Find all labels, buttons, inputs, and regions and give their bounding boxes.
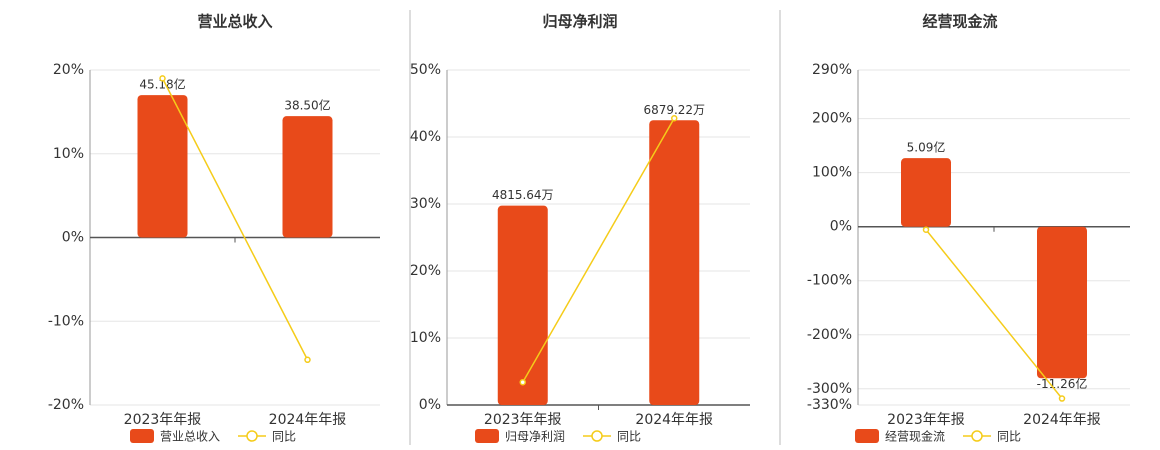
y-tick-label: -330% [807,397,852,413]
y-tick-label: -200% [807,327,852,343]
y-tick-label: 20% [53,62,84,78]
x-tick-label: 2023年年报 [484,412,562,428]
bar [137,95,188,238]
y-tick-label: 10% [410,330,441,346]
bar-label: 38.50亿 [284,98,330,113]
legend-marker [591,430,603,442]
line-point [922,226,930,233]
legend-label: 同比 [997,430,1021,444]
y-tick-label: 50% [410,62,441,78]
bar [497,205,548,405]
y-tick-label: 0% [830,219,852,235]
bar [901,158,951,227]
bar-label: 4815.64万 [492,188,554,202]
y-tick-label: -300% [807,381,852,397]
bar-label: 5.09亿 [907,140,946,155]
line-point [671,114,678,122]
x-tick-label: 2023年年报 [887,412,965,428]
line [522,117,675,383]
y-tick-label: 290% [812,62,852,78]
line-point [159,75,166,82]
y-tick-label: -100% [807,273,852,289]
line-point [304,356,311,364]
chart-title: 经营现金流 [922,13,997,31]
bar [282,116,333,238]
line [925,229,1063,399]
legend-swatch [130,429,154,443]
line [161,78,309,361]
legend-label: 同比 [272,430,296,444]
legend-label: 经营现金流 [885,429,945,444]
legend-swatch [855,429,879,443]
legend-label: 同比 [617,430,641,444]
line-point [519,378,526,386]
bar-label: 6879.22万 [643,103,705,117]
y-tick-label: 40% [410,129,441,145]
y-tick-label: 10% [53,146,84,162]
bar [1037,226,1087,379]
legend-label: 归母净利润 [505,430,565,444]
legend-swatch [475,429,499,443]
line-point [1058,395,1066,402]
y-tick-label: 20% [410,263,441,279]
y-tick-label: 30% [410,196,441,212]
x-tick-label: 2024年年报 [269,412,347,428]
x-tick-label: 2023年年报 [124,412,202,428]
y-tick-label: 100% [812,165,852,181]
y-tick-label: 0% [62,230,84,246]
chart-title: 归母净利润 [542,13,617,31]
chart-title: 营业总收入 [197,13,272,31]
legend-label: 营业总收入 [160,430,220,444]
bar-label: -11.26亿 [1037,376,1088,391]
bar-label: 45.18亿 [139,77,185,92]
bar [649,120,700,405]
y-tick-label: -10% [48,313,84,329]
x-tick-label: 2024年年报 [1023,412,1101,428]
y-tick-label: 0% [419,397,441,413]
y-tick-label: 200% [812,111,852,127]
y-tick-label: -20% [48,397,84,413]
x-tick-label: 2024年年报 [635,412,713,428]
legend-marker [971,430,983,442]
legend-marker [246,430,258,442]
